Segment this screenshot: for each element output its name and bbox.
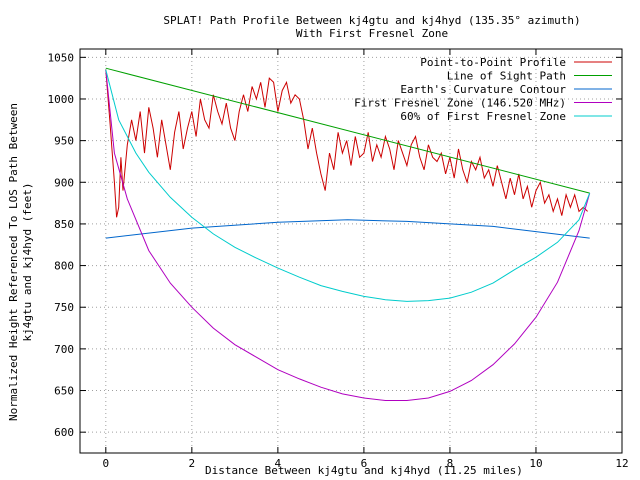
x-tick-label: 0 <box>102 457 109 470</box>
series-line-line-of-sight-path <box>105 67 590 194</box>
y-tick-label: 600 <box>54 426 74 439</box>
legend-label: Earth's Curvature Contour <box>400 83 566 96</box>
legend-label: Point-to-Point Profile <box>420 56 566 69</box>
x-tick-label: 4 <box>275 457 282 470</box>
plot-frame <box>79 48 623 454</box>
x-tick-label: 10 <box>529 457 542 470</box>
y-axis-label-line1: Normalized Height Referenced To LOS Path… <box>7 103 20 421</box>
y-axis-label-line2: kj4gtu and kj4hyd (feet) <box>21 183 34 342</box>
axis-ticks: 0 2 4 6 8 10 12 600 650 700 750 800 850 900 950 1000 105… <box>48 49 629 470</box>
x-tick-label: 8 <box>447 457 454 470</box>
y-tick-label: 900 <box>54 176 74 189</box>
y-tick-label: 700 <box>54 343 74 356</box>
y-tick-label: 750 <box>54 301 74 314</box>
x-tick-label: 6 <box>361 457 368 470</box>
legend-label: First Fresnel Zone (146.520 MHz) <box>354 97 566 110</box>
y-tick-label: 850 <box>54 218 74 231</box>
y-tick-label: 650 <box>54 385 74 398</box>
y-tick-label: 800 <box>54 260 74 273</box>
y-tick-label: 950 <box>54 135 74 148</box>
series-lines <box>105 67 591 401</box>
series-line-60-of-first-fresnel-zone <box>105 69 591 302</box>
x-tick-label: 2 <box>189 457 196 470</box>
series-line-first-fresnel-zone-146-520-mhz <box>105 69 591 401</box>
chart-subtitle: With First Fresnel Zone <box>296 27 448 40</box>
x-tick-label: 12 <box>615 457 628 470</box>
series-line-point-to-point-profile <box>105 69 588 218</box>
chart-title: SPLAT! Path Profile Between kj4gtu and k… <box>163 14 580 27</box>
y-tick-label: 1050 <box>48 51 75 64</box>
y-tick-label: 1000 <box>48 93 75 106</box>
grid-lines <box>80 49 622 453</box>
series-line-earth-s-curvature-contour <box>105 219 590 239</box>
x-axis-label: Distance Between kj4gtu and kj4hyd (11.2… <box>205 464 523 477</box>
legend-label: 60% of First Fresnel Zone <box>400 110 566 123</box>
legend-label: Line of Sight Path <box>447 70 566 83</box>
